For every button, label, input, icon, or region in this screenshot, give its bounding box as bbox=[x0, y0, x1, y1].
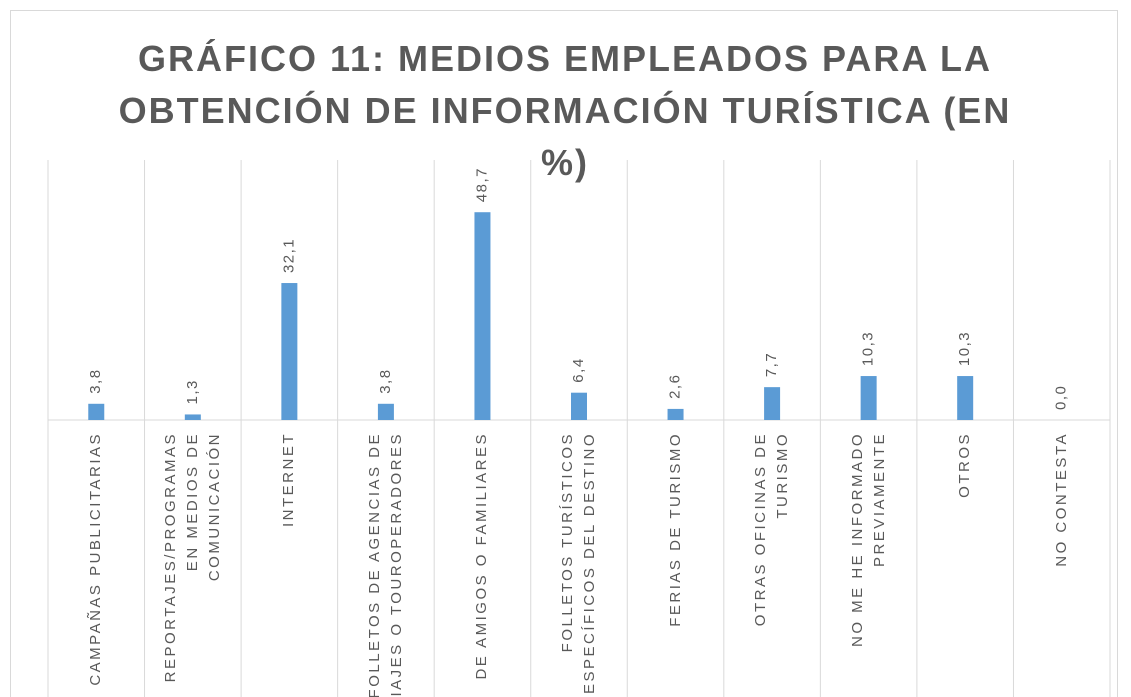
x-tick-label-text: INTERNET bbox=[280, 432, 298, 527]
x-tick-label: OTRAS OFICINAS DE TURISMO bbox=[724, 432, 820, 697]
value-label: 32,1 bbox=[280, 238, 297, 273]
x-tick-label: FOLLETOS DE AGENCIAS DE VIAJES O TOUROPE… bbox=[338, 432, 434, 697]
x-tick-label-text: OTRAS OFICINAS DE TURISMO bbox=[752, 432, 792, 627]
x-tick-label-text: NO ME HE INFORMADO PREVIAMENTE bbox=[848, 432, 888, 648]
bar bbox=[957, 376, 974, 420]
value-label: 7,7 bbox=[763, 352, 780, 377]
bar bbox=[860, 376, 877, 420]
x-tick-label: OTROS bbox=[917, 432, 1013, 697]
x-tick-label: REPORTAJES/PROGRAMAS EN MEDIOS DE COMUNI… bbox=[145, 432, 241, 697]
x-tick-label-text: CAMPAÑAS PUBLICITARIAS bbox=[87, 432, 105, 686]
value-label: 2,6 bbox=[667, 374, 684, 399]
value-label: 10,3 bbox=[860, 331, 877, 366]
x-tick-label-text: NO CONTESTA bbox=[1052, 432, 1070, 567]
value-label: 6,4 bbox=[570, 357, 587, 382]
bar bbox=[667, 408, 684, 420]
x-tick-label-text: FOLLETOS DE AGENCIAS DE VIAJES O TOUROPE… bbox=[365, 432, 405, 697]
bar bbox=[377, 403, 394, 420]
bar bbox=[184, 414, 201, 420]
x-tick-label: CAMPAÑAS PUBLICITARIAS bbox=[48, 432, 144, 697]
bar bbox=[571, 392, 587, 420]
chart-border bbox=[10, 10, 1118, 697]
x-tick-label: DE AMIGOS O FAMILIARES bbox=[434, 432, 530, 697]
x-tick-label-text: FOLLETOS TURÍSTICOS ESPECÍFICOS DEL DEST… bbox=[559, 432, 598, 694]
x-tick-label: NO ME HE INFORMADO PREVIAMENTE bbox=[821, 432, 917, 697]
x-tick-label: FERIAS DE TURISMO bbox=[628, 432, 724, 697]
value-label: 10,3 bbox=[956, 331, 973, 366]
x-tick-label: FOLLETOS TURÍSTICOS ESPECÍFICOS DEL DEST… bbox=[531, 432, 627, 697]
bar bbox=[88, 403, 105, 420]
chart-title: GRÁFICO 11: MEDIOS EMPLEADOS PARA LA OBT… bbox=[118, 38, 1012, 183]
value-label: 0,0 bbox=[1053, 385, 1070, 410]
value-label: 1,3 bbox=[184, 379, 201, 404]
bar bbox=[764, 387, 781, 420]
value-label: 3,8 bbox=[87, 368, 104, 393]
value-label: 3,8 bbox=[377, 368, 394, 393]
x-tick-label: NO CONTESTA bbox=[1014, 432, 1110, 697]
x-tick-label: INTERNET bbox=[241, 432, 337, 697]
x-tick-label-text: FERIAS DE TURISMO bbox=[666, 432, 684, 627]
x-tick-label-text: DE AMIGOS O FAMILIARES bbox=[473, 432, 491, 680]
bar bbox=[281, 283, 298, 420]
bar bbox=[474, 212, 491, 420]
x-tick-label-text: REPORTAJES/PROGRAMAS EN MEDIOS DE COMUNI… bbox=[161, 432, 223, 683]
x-tick-label-text: OTROS bbox=[956, 432, 974, 498]
value-label: 48,7 bbox=[473, 167, 490, 202]
